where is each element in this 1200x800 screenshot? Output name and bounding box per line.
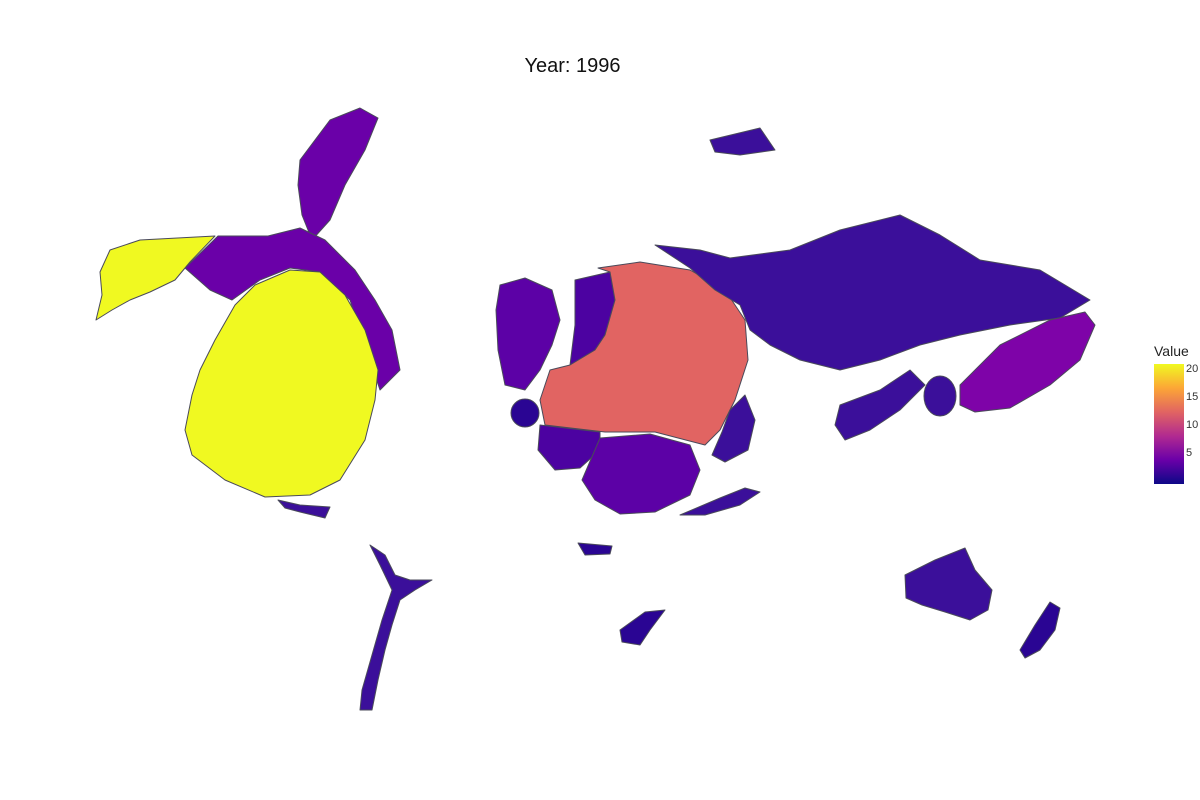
- region-se-asia: [679, 487, 761, 516]
- region-canada: [184, 227, 401, 391]
- region-korea: [923, 375, 957, 417]
- legend-colorbar: [1154, 364, 1184, 484]
- legend-tick-label: 15: [1186, 391, 1199, 403]
- legend-tick-label: 5: [1186, 447, 1193, 459]
- region-alaska: [95, 235, 216, 321]
- region-arctic-islands: [709, 127, 776, 156]
- region-greenland: [297, 107, 379, 241]
- region-south-america: [359, 544, 433, 711]
- region-africa-south-tip: [619, 609, 666, 646]
- region-south-africa: [577, 542, 613, 556]
- legend-tick-label: 10: [1186, 419, 1199, 431]
- map-title: Year: 1996: [524, 55, 621, 77]
- region-central-america: [277, 499, 331, 519]
- region-middle-east: [711, 394, 756, 463]
- region-asia: [834, 369, 926, 441]
- region-japan: [959, 311, 1096, 413]
- region-australia: [904, 547, 993, 621]
- region-iberia: [510, 398, 540, 428]
- legend-title: Value: [1154, 343, 1189, 359]
- region-central-africa: [581, 433, 701, 515]
- region-new-zealand: [1019, 601, 1061, 659]
- region-north-africa: [537, 424, 601, 471]
- region-uk: [495, 277, 561, 391]
- region-usa: [184, 269, 379, 498]
- legend-tick-label: 20: [1186, 363, 1199, 375]
- region-russia: [654, 214, 1091, 371]
